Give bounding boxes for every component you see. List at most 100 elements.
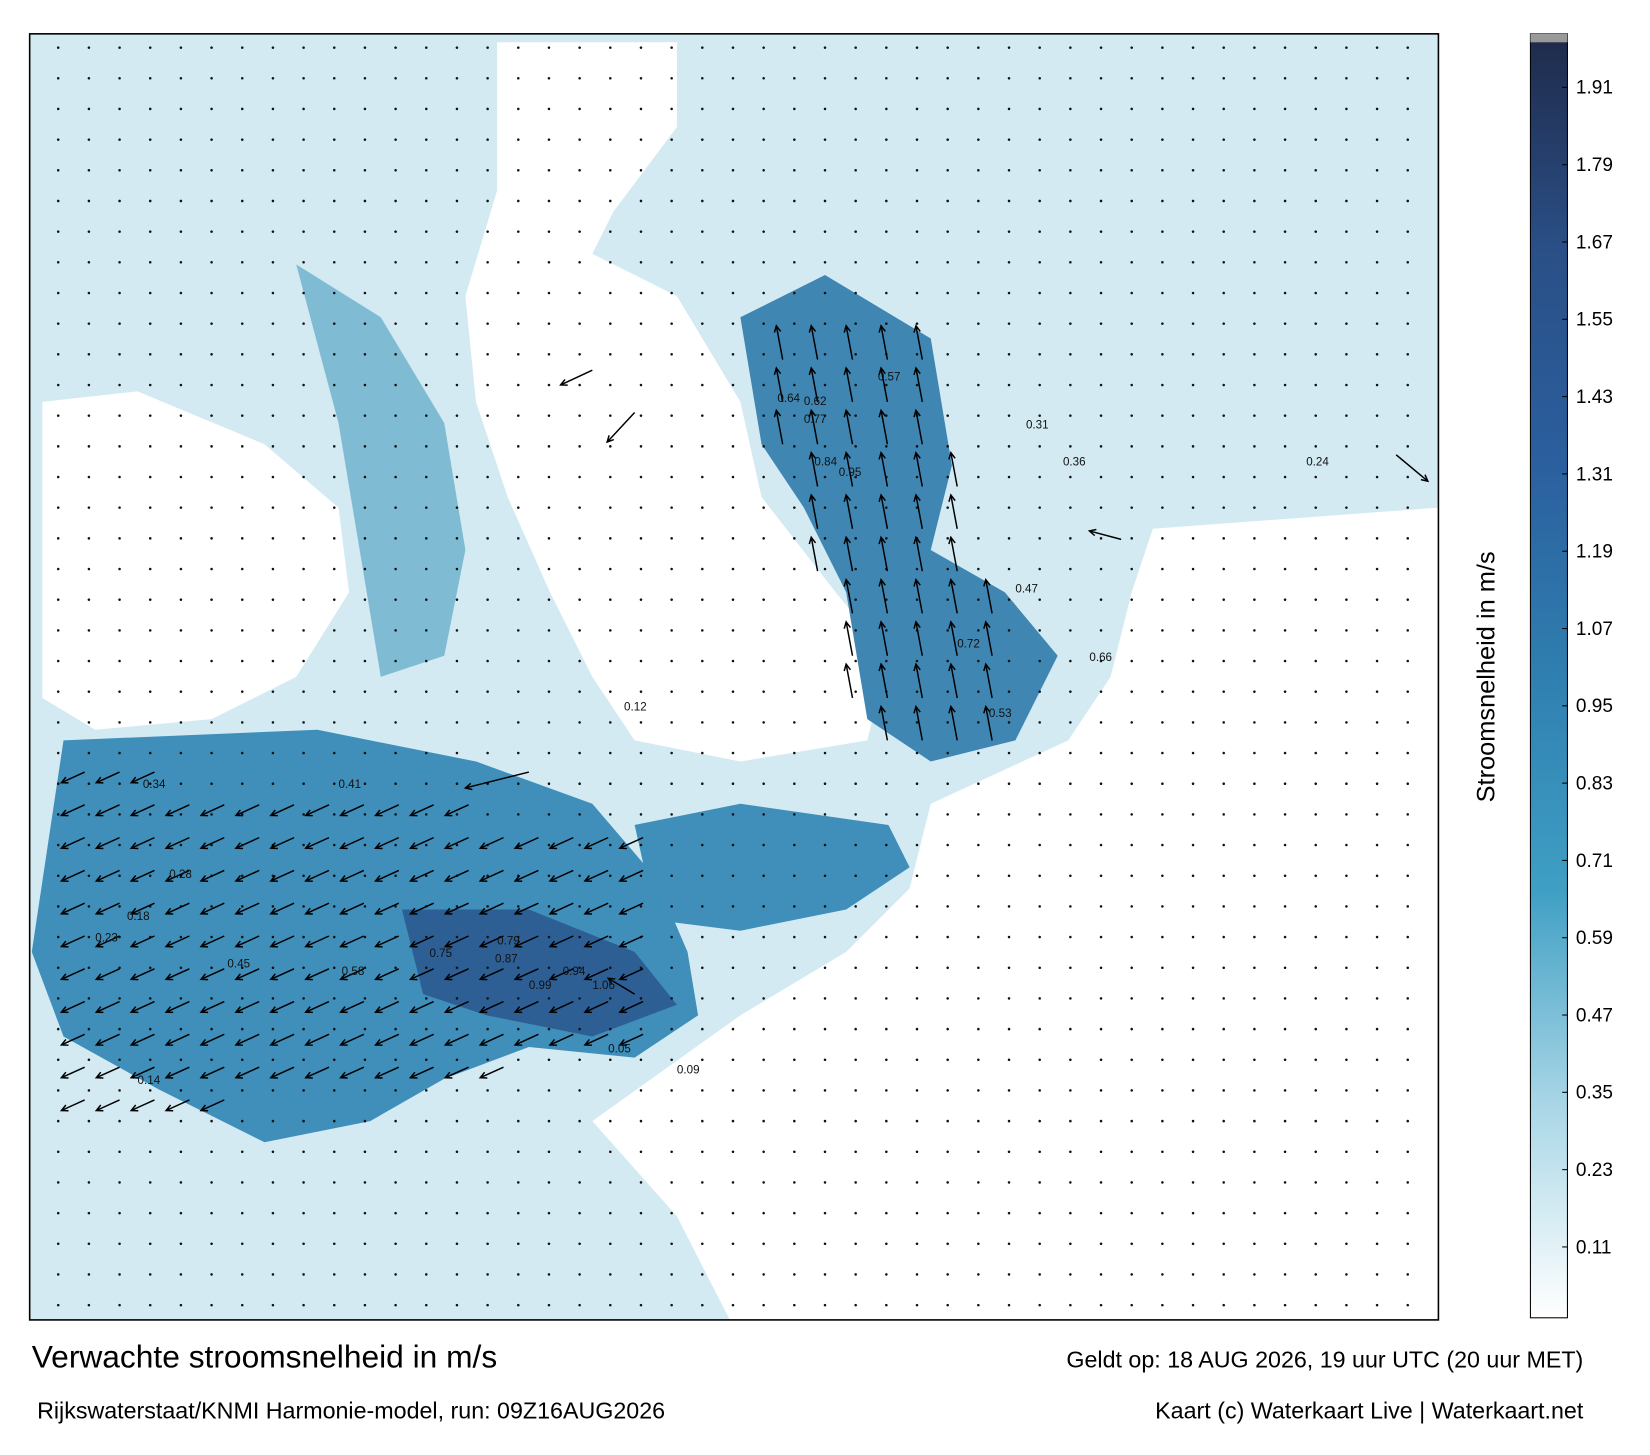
- dot: [1038, 46, 1041, 49]
- dot: [148, 751, 152, 755]
- dot: [885, 1150, 888, 1154]
- dot: [1314, 1273, 1318, 1276]
- dot: [1314, 782, 1318, 785]
- current-arrow: [129, 1099, 155, 1112]
- dot: [56, 843, 60, 847]
- dot: [87, 659, 91, 663]
- dot: [302, 414, 305, 417]
- dot: [1161, 353, 1164, 356]
- dot: [271, 905, 275, 908]
- dot: [363, 138, 367, 141]
- dot: [578, 261, 581, 264]
- dot: [394, 567, 397, 571]
- dot: [670, 261, 673, 264]
- current-arrow: [199, 836, 225, 850]
- dot: [1007, 690, 1011, 693]
- dot: [793, 506, 796, 509]
- dot: [762, 261, 765, 264]
- colorbar-tick-label: 0.35: [1576, 1083, 1613, 1104]
- dot: [639, 1181, 643, 1184]
- dot: [271, 445, 275, 448]
- dot: [670, 1303, 673, 1307]
- dot: [56, 1181, 60, 1184]
- dot: [915, 475, 919, 479]
- colorbar-tick-label: 0.95: [1576, 696, 1613, 717]
- dot: [425, 1303, 428, 1307]
- dot: [179, 567, 183, 571]
- dot: [977, 1303, 980, 1307]
- dot: [578, 1119, 581, 1123]
- dot: [517, 199, 520, 203]
- dot: [240, 414, 244, 417]
- dot: [425, 659, 428, 663]
- dot: [915, 659, 919, 663]
- dot: [1314, 353, 1318, 356]
- dot: [609, 751, 612, 755]
- dot: [670, 966, 673, 969]
- dot: [118, 905, 121, 908]
- dot: [946, 414, 949, 417]
- current-arrow: [59, 1000, 85, 1014]
- dot: [118, 690, 121, 693]
- dot: [946, 782, 949, 785]
- dot: [240, 1119, 244, 1123]
- dot: [1253, 414, 1256, 417]
- dot: [1069, 76, 1072, 80]
- dot: [1191, 659, 1195, 663]
- dot: [1130, 1027, 1133, 1031]
- dot: [1161, 199, 1164, 203]
- dot: [1069, 1303, 1072, 1307]
- dot: [1161, 1242, 1164, 1246]
- dot: [148, 874, 152, 877]
- dot: [425, 1273, 428, 1276]
- dot: [977, 291, 980, 295]
- dot: [363, 905, 367, 908]
- dot: [1314, 690, 1318, 693]
- dot: [363, 966, 367, 969]
- dot: [1099, 46, 1103, 49]
- dot: [639, 659, 643, 663]
- dot: [302, 567, 305, 571]
- dot: [885, 997, 888, 1000]
- dot: [701, 1211, 704, 1215]
- dot: [271, 690, 275, 693]
- dot: [670, 843, 673, 847]
- dot: [271, 721, 275, 724]
- dot: [210, 1058, 213, 1062]
- dot: [1375, 383, 1379, 387]
- dot: [609, 1181, 612, 1184]
- dot: [394, 1089, 397, 1092]
- dot: [731, 1181, 735, 1184]
- current-label: 0.99: [529, 979, 552, 992]
- dot: [1007, 1089, 1011, 1092]
- dot: [1161, 322, 1164, 325]
- dot: [547, 567, 551, 571]
- dot: [670, 353, 673, 356]
- current-arrows: [59, 324, 1430, 1112]
- dot: [915, 690, 919, 693]
- dot: [762, 46, 765, 49]
- dot: [1345, 782, 1348, 785]
- dot: [823, 76, 827, 80]
- dot: [87, 1211, 91, 1215]
- valid-time: Geldt op: 18 AUG 2026, 19 uur UTC (20 uu…: [1066, 1347, 1583, 1373]
- dot: [885, 506, 888, 509]
- dot: [639, 567, 643, 571]
- current-arrow: [199, 804, 225, 817]
- dot: [1099, 751, 1103, 755]
- current-arrow: [983, 704, 993, 741]
- dot: [1161, 782, 1164, 785]
- dot: [1314, 199, 1318, 203]
- current-arrow: [339, 836, 365, 850]
- dot: [823, 598, 827, 601]
- dot: [210, 291, 213, 295]
- dot: [639, 598, 643, 601]
- dot: [332, 1242, 336, 1246]
- dot: [854, 1242, 857, 1246]
- dot: [701, 1027, 704, 1031]
- current-arrow: [559, 369, 593, 386]
- dot: [1161, 690, 1164, 693]
- dot: [1191, 813, 1195, 816]
- dot: [56, 76, 60, 80]
- dot: [87, 1273, 91, 1276]
